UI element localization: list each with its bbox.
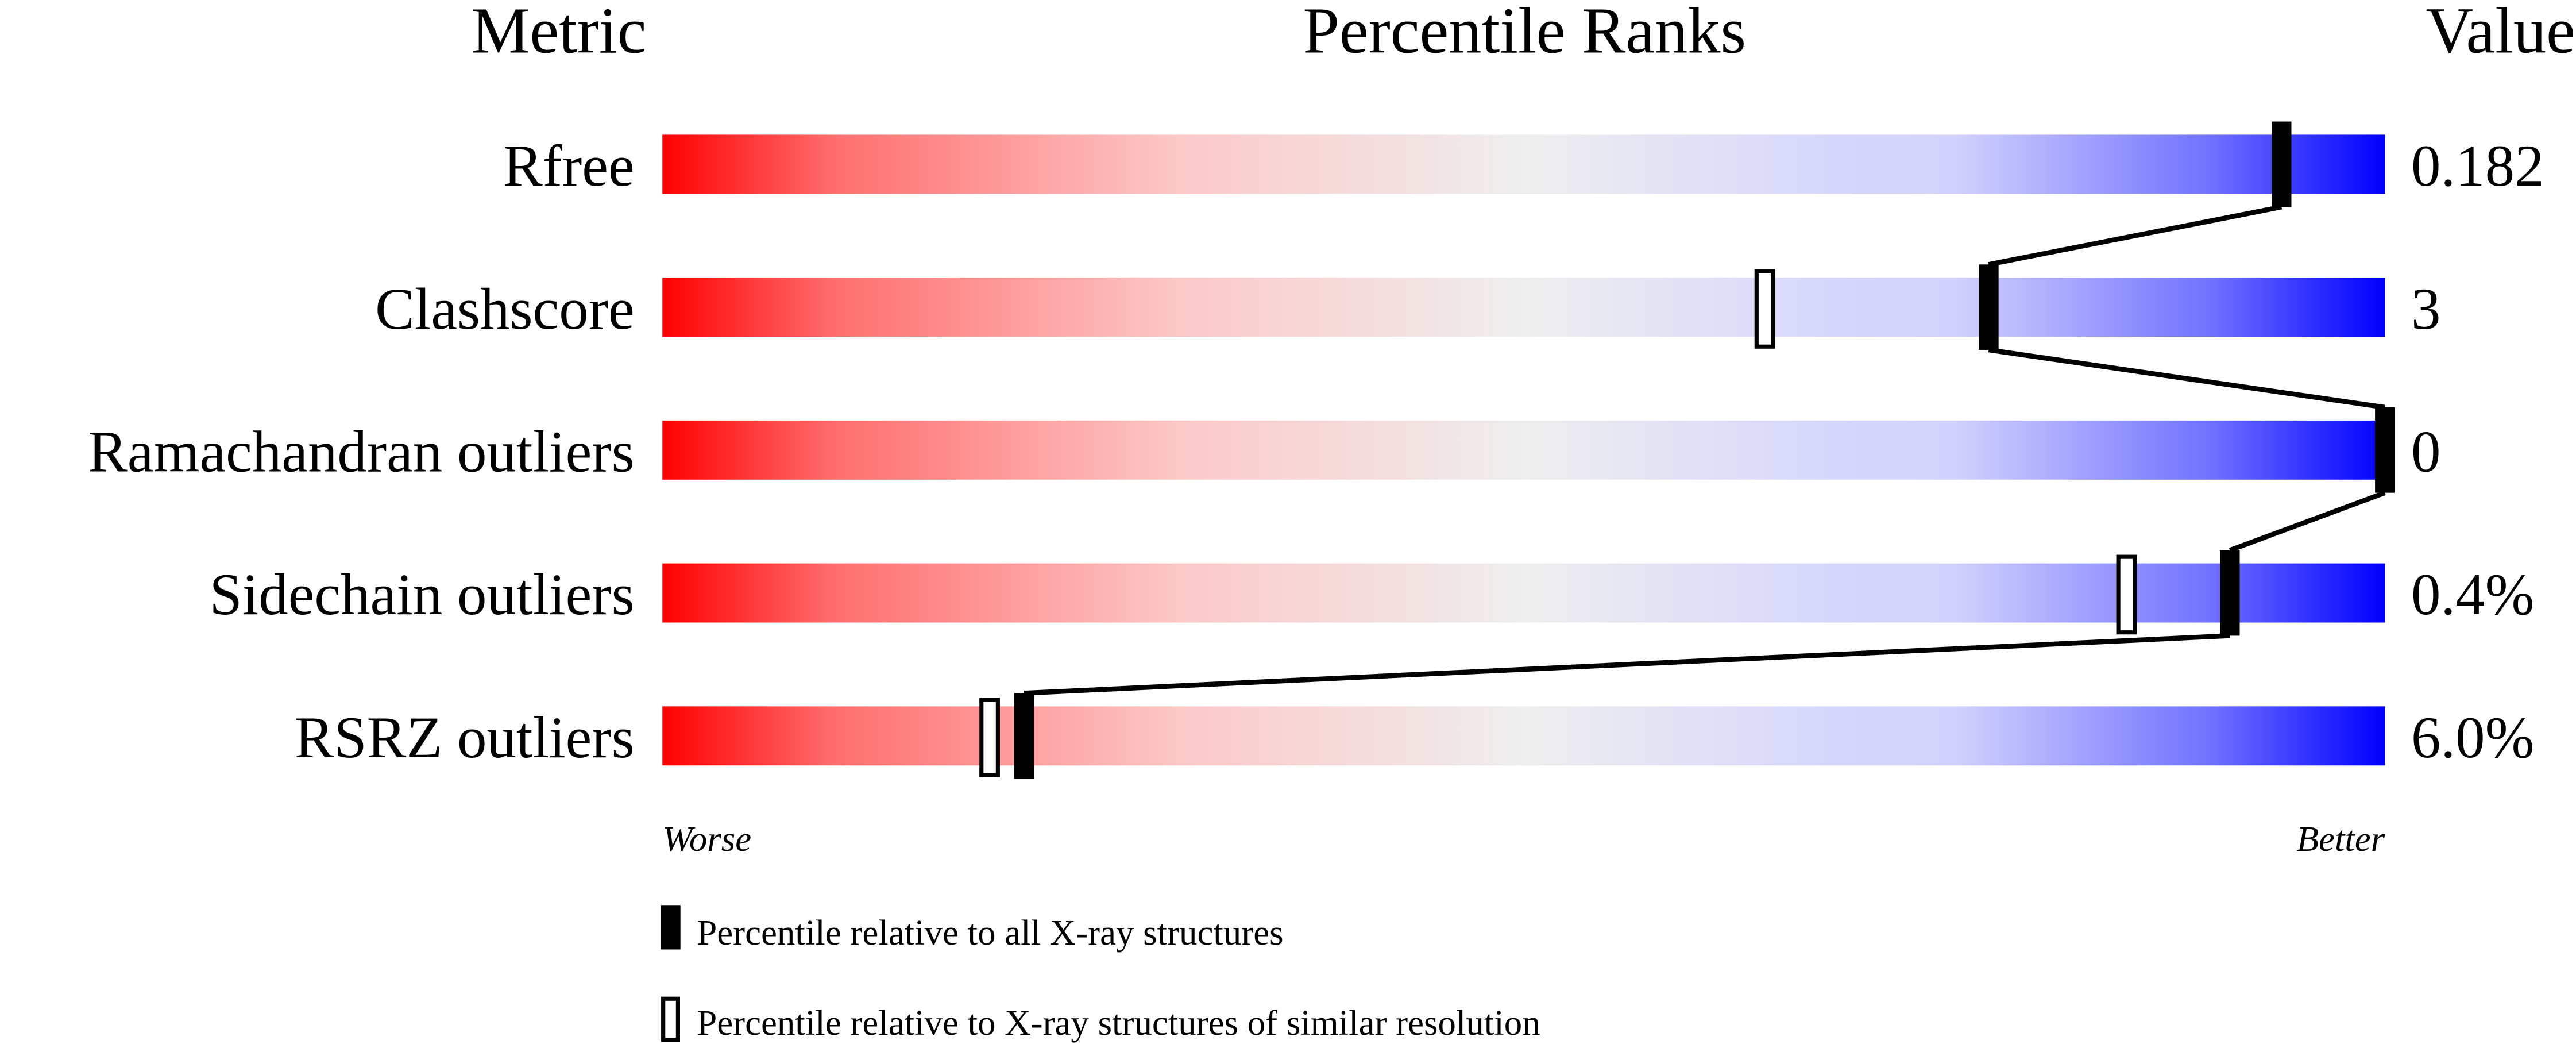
marker-all-structures	[2272, 121, 2292, 207]
marker-similar-resolution	[1754, 269, 1775, 349]
marker-all-structures	[1014, 693, 1034, 779]
marker-similar-resolution	[979, 698, 1000, 777]
axis-label-better: Better	[2297, 819, 2385, 859]
percentile-bar	[662, 278, 2385, 337]
header-value: Value	[2426, 0, 2575, 67]
metric-value: 3	[2411, 276, 2440, 342]
marker-all-structures	[2375, 407, 2395, 493]
connector-line	[1024, 205, 2386, 696]
percentile-bar	[662, 706, 2385, 766]
metric-label: Clashscore	[375, 276, 635, 342]
metric-label: Ramachandran outliers	[88, 419, 635, 485]
marker-all-structures	[1979, 264, 1999, 350]
marker-similar-resolution	[2116, 554, 2137, 635]
metric-value: 6.0%	[2411, 705, 2534, 770]
header-metric: Metric	[472, 0, 647, 67]
metric-label: Sidechain outliers	[209, 562, 634, 627]
legend-label-all: Percentile relative to all X-ray structu…	[697, 912, 1283, 953]
axis-label-worse: Worse	[662, 819, 751, 859]
metric-value: 0.182	[2411, 133, 2544, 199]
legend-label-similar: Percentile relative to X-ray structures …	[697, 1003, 1540, 1043]
legend-marker-similar	[661, 996, 680, 1042]
percentile-bar	[662, 563, 2385, 623]
legend-marker-all	[661, 905, 681, 950]
metric-label: Rfree	[503, 133, 635, 199]
metric-value: 0	[2411, 419, 2440, 485]
marker-all-structures	[2220, 550, 2240, 636]
percentile-bar	[662, 420, 2385, 480]
metric-label: RSRZ outliers	[295, 705, 635, 770]
metric-value: 0.4%	[2411, 562, 2534, 627]
header-percentile-ranks: Percentile Ranks	[1303, 0, 1746, 67]
percentile-bar	[662, 134, 2385, 194]
